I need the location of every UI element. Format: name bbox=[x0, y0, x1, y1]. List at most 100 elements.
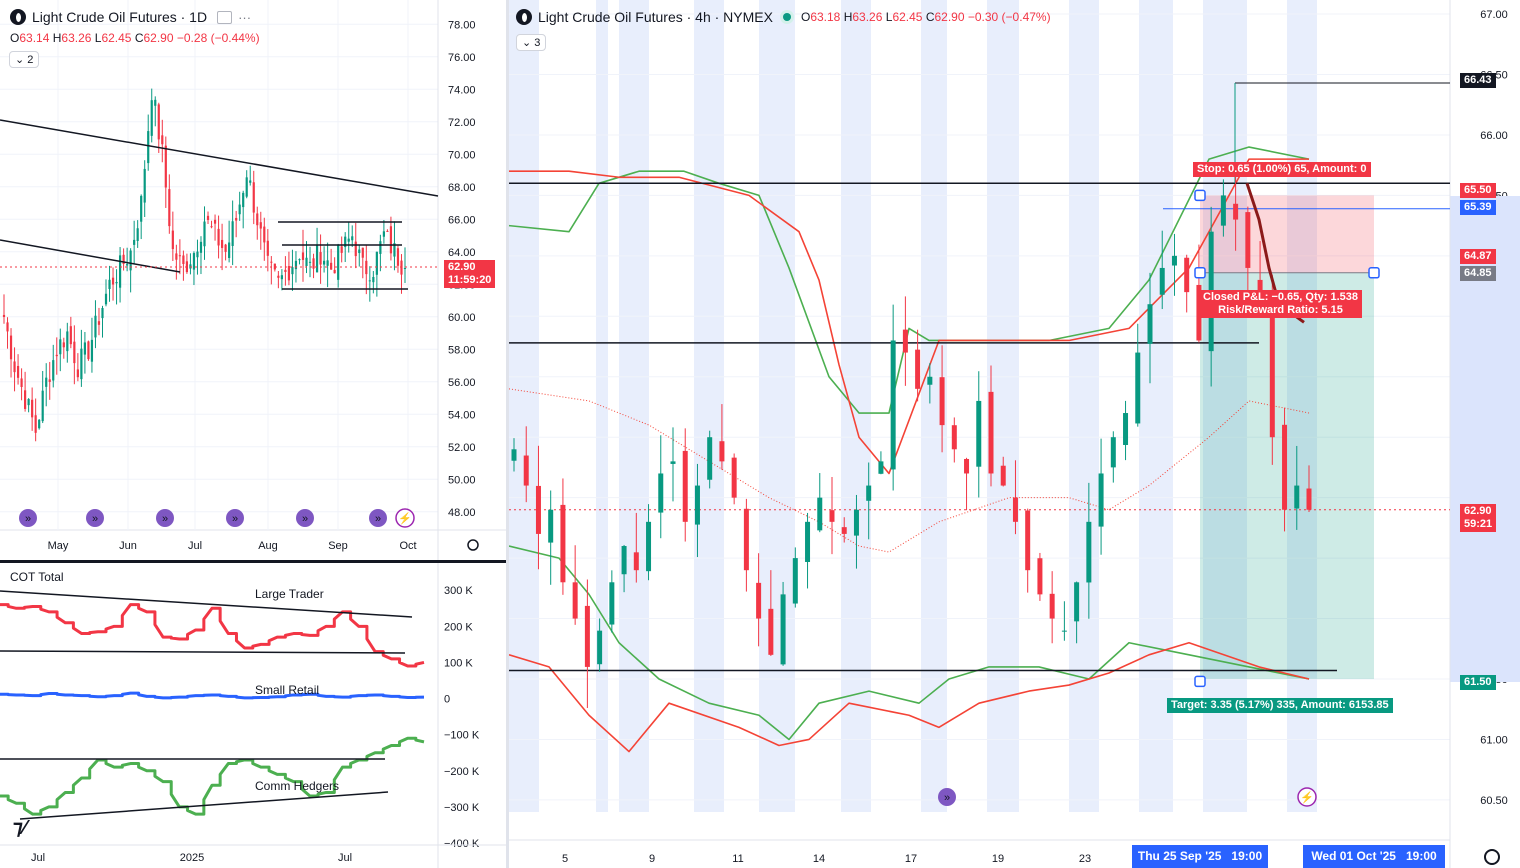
session-stripe bbox=[509, 0, 539, 812]
pane-divider-vertical[interactable] bbox=[506, 0, 509, 868]
daily-candle bbox=[164, 145, 167, 188]
daily-candle bbox=[344, 236, 347, 248]
h4-candle bbox=[768, 608, 774, 655]
daily-y-tick: 50.00 bbox=[448, 474, 476, 486]
daily-candle bbox=[171, 230, 174, 250]
h4-candle bbox=[1086, 521, 1092, 583]
daily-candle bbox=[368, 280, 371, 282]
daily-candle bbox=[284, 269, 287, 272]
daily-candle bbox=[379, 241, 382, 254]
h4-candle bbox=[1061, 630, 1067, 632]
price-tag-entry2: 64.85 bbox=[1460, 266, 1496, 281]
lightning-icon bbox=[1297, 787, 1317, 807]
h4-lower-band-red bbox=[509, 641, 1310, 753]
daily-chart-svg: 78.00 76.00 74.00 72.00 70.00 68.00 66.00 64.00… bbox=[0, 0, 506, 560]
position-drag-handle[interactable] bbox=[1194, 675, 1206, 688]
daily-candle bbox=[249, 180, 252, 183]
cot-y-tick: 200 K bbox=[444, 621, 473, 633]
event-icon-glyph: » bbox=[92, 513, 98, 525]
position-drag-handle[interactable] bbox=[1194, 267, 1206, 279]
h4-x-tick: 5 bbox=[562, 853, 568, 865]
daily-candle bbox=[220, 239, 224, 248]
daily-x-tick: Jun bbox=[119, 540, 137, 552]
daily-candle bbox=[108, 279, 111, 289]
daily-candle bbox=[266, 240, 269, 256]
daily-candle bbox=[76, 369, 79, 378]
daily-candle bbox=[270, 261, 273, 263]
cot-y-tick: 100 K bbox=[444, 657, 473, 669]
position-drag-handle[interactable] bbox=[1368, 267, 1380, 279]
daily-chart-pane[interactable]: 78.00 76.00 74.00 72.00 70.00 68.00 66.00 64.00… bbox=[0, 0, 506, 560]
tradingview-logo-icon[interactable]: ⁊⁄ bbox=[13, 817, 27, 839]
daily-candle bbox=[386, 230, 389, 232]
h4-x-tick: 17 bbox=[905, 853, 917, 865]
daily-candle bbox=[111, 277, 115, 285]
more-icon[interactable]: ··· bbox=[238, 9, 252, 25]
cot-small-retail-line bbox=[0, 691, 425, 700]
h4-candle bbox=[646, 521, 652, 572]
daily-candle bbox=[393, 243, 396, 257]
settings-gear-icon bbox=[467, 539, 479, 551]
daily-candle bbox=[305, 257, 308, 267]
h4-candle bbox=[572, 582, 578, 619]
cot-pane[interactable]: 300 K 200 K 100 K 0 −100 K −200 K −300 K −400 K… bbox=[0, 563, 506, 868]
price-tag-current: 62.90 59:21 bbox=[1460, 504, 1497, 532]
daily-candle bbox=[66, 331, 69, 352]
date-marker-end: Wed 01 Oct '25 19:00 bbox=[1303, 845, 1445, 868]
daily-candle bbox=[382, 231, 385, 237]
h4-candle bbox=[792, 558, 798, 604]
daily-y-tick: 72.00 bbox=[448, 117, 476, 129]
h4-candle bbox=[1110, 437, 1116, 468]
daily-candle bbox=[242, 192, 245, 208]
h4-candle bbox=[1074, 582, 1080, 622]
daily-y-tick: 48.00 bbox=[448, 507, 476, 519]
session-stripe bbox=[694, 0, 724, 812]
daily-candle bbox=[161, 135, 164, 145]
cot-y-tick: −200 K bbox=[444, 766, 480, 778]
daily-chart-title[interactable]: Light Crude Oil Futures · 1D bbox=[32, 9, 208, 25]
pane-divider[interactable] bbox=[0, 560, 506, 563]
daily-candle bbox=[396, 248, 400, 266]
daily-candle bbox=[157, 104, 160, 140]
h4-candle bbox=[817, 497, 823, 531]
daily-trendline-upper bbox=[0, 119, 439, 197]
settings-gear-icon[interactable] bbox=[1484, 849, 1500, 865]
h4-chart-title[interactable]: Light Crude Oil Futures · 4h · NYMEX bbox=[538, 9, 773, 25]
daily-candle bbox=[256, 213, 259, 226]
cot-title[interactable]: COT Total bbox=[10, 570, 64, 584]
daily-indicators-toggle[interactable]: ⌄ 2 bbox=[9, 51, 40, 68]
cot-y-tick: 300 K bbox=[444, 585, 473, 597]
event-icon bbox=[86, 509, 104, 527]
h4-candle bbox=[1037, 558, 1043, 595]
daily-candle bbox=[372, 276, 375, 283]
h4-candle bbox=[1196, 284, 1202, 341]
daily-y-tick: 78.00 bbox=[448, 19, 476, 31]
stop-label: Stop: 0.65 (1.00%) 65, Amount: 0 bbox=[1193, 162, 1371, 177]
cot-label-large-trader: Large Trader bbox=[255, 587, 324, 601]
h4-candle bbox=[560, 504, 566, 583]
cot-y-tick: −400 K bbox=[444, 838, 480, 850]
eye-icon[interactable] bbox=[217, 10, 233, 24]
daily-candle bbox=[48, 379, 51, 382]
daily-candle bbox=[38, 419, 41, 429]
h4-indicators-toggle[interactable]: ⌄ 3 bbox=[516, 34, 547, 51]
daily-candle bbox=[31, 399, 34, 418]
daily-chart-header: Light Crude Oil Futures · 1D ··· bbox=[10, 9, 251, 25]
position-drag-handle[interactable] bbox=[1194, 189, 1206, 202]
daily-candle bbox=[168, 189, 171, 227]
cot-x-tick: Jul bbox=[31, 852, 45, 864]
event-icon bbox=[226, 509, 244, 527]
h4-chart-pane[interactable]: 67.0066.5066.0065.5065.0064.5064.0063.50… bbox=[509, 0, 1520, 868]
h4-y-tick: 61.00 bbox=[1480, 734, 1508, 746]
daily-candle bbox=[287, 266, 291, 281]
daily-candle bbox=[115, 281, 118, 284]
lightning-icon bbox=[395, 508, 415, 528]
h4-candle bbox=[511, 449, 517, 461]
market-open-icon bbox=[782, 13, 791, 21]
h4-candle bbox=[964, 458, 970, 474]
daily-candle bbox=[147, 131, 150, 164]
h4-candle bbox=[1245, 212, 1251, 268]
h4-candle bbox=[670, 461, 676, 464]
daily-candle bbox=[273, 263, 276, 270]
h4-x-tick: 14 bbox=[813, 853, 825, 865]
